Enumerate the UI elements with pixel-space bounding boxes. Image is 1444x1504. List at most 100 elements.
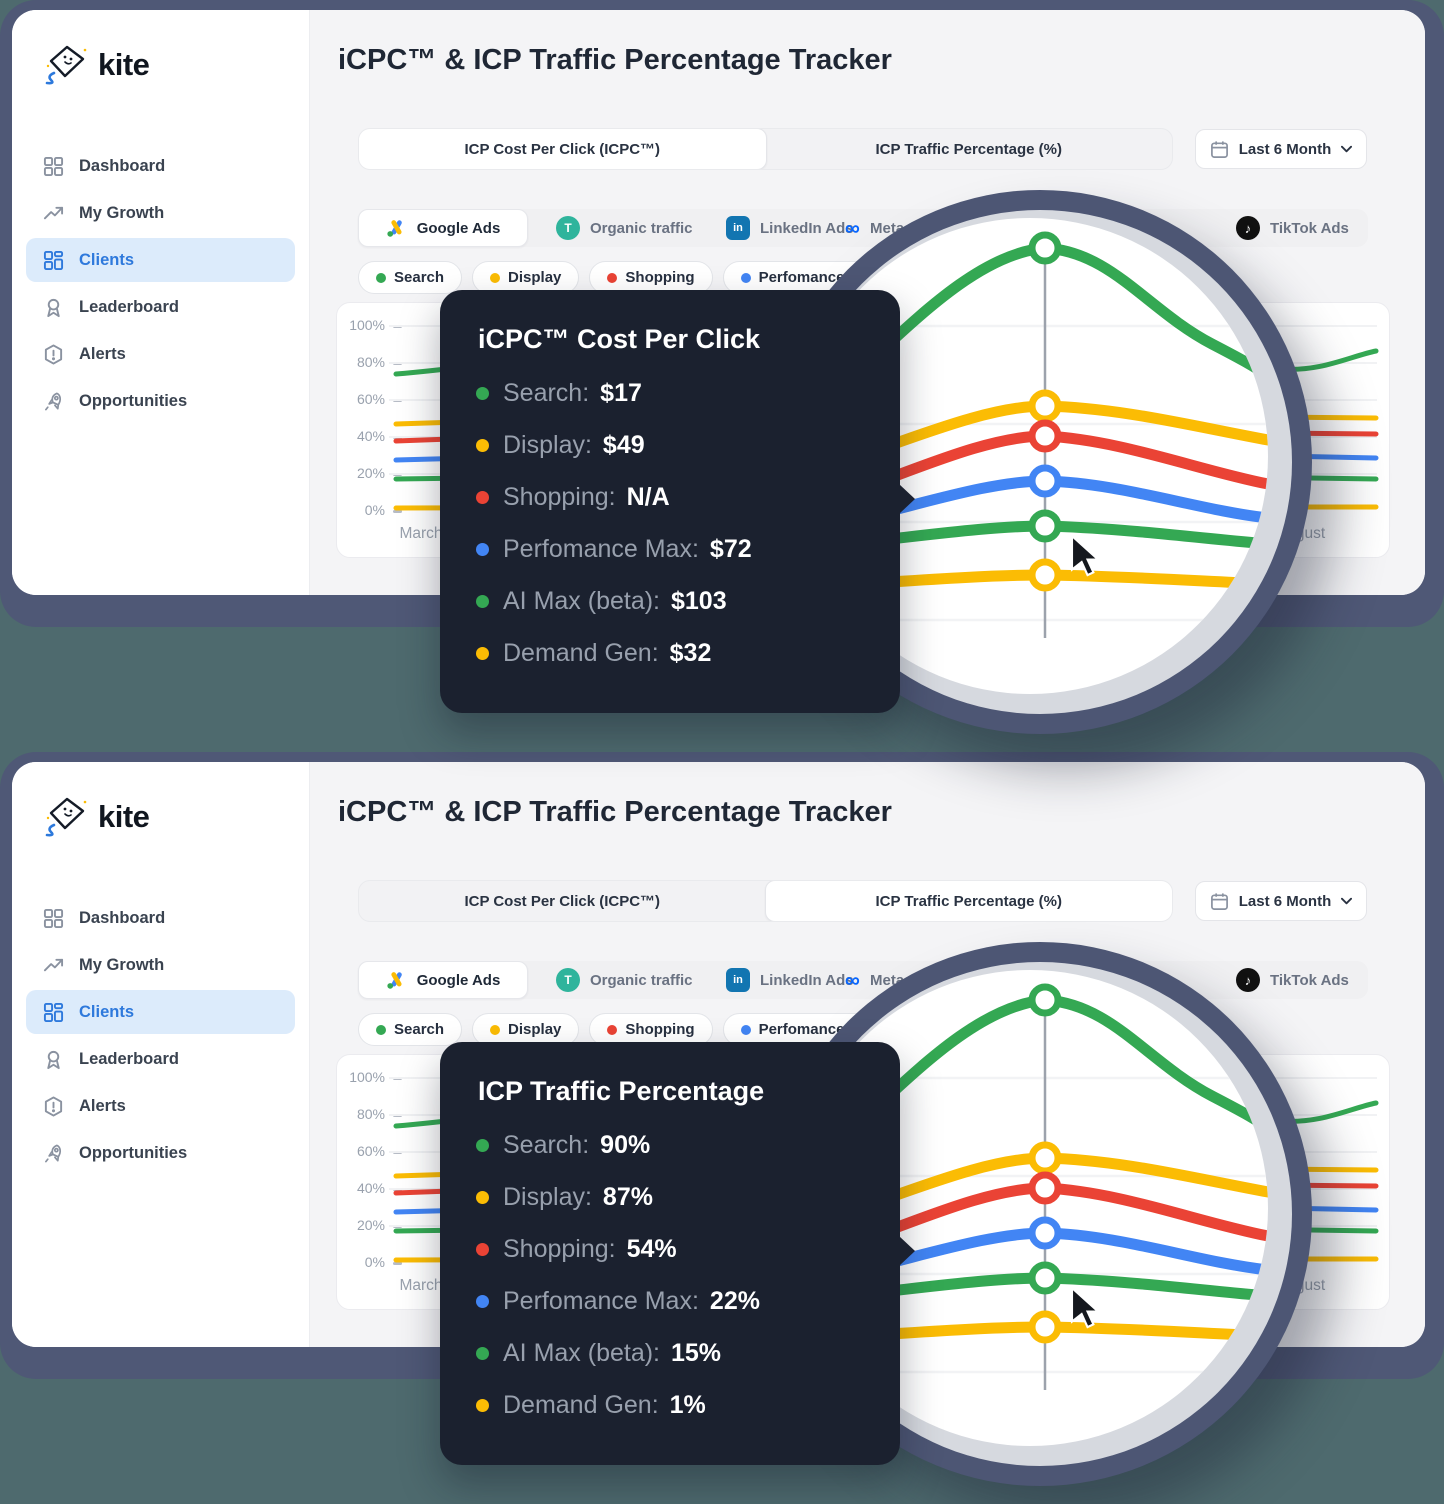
chart-tooltip: iCPC™ Cost Per Click Search: $17 Display:…	[440, 290, 915, 713]
dot-icon	[740, 1024, 751, 1035]
sidebar-item-clients[interactable]: Clients	[26, 238, 295, 282]
sidebar-item-alerts[interactable]: Alerts	[26, 332, 295, 376]
y-tick-label: 100%	[349, 1069, 385, 1085]
dot-icon	[476, 438, 489, 452]
period-label: Last 6 Month	[1238, 140, 1332, 158]
view-toggle: ICP Cost Per Click (ICPC™) ICP Traffic P…	[358, 128, 1173, 170]
sidebar-nav: Dashboard My Growth Clients Leaderboard …	[26, 896, 295, 1175]
tooltip-row: Shopping: N/A	[476, 471, 864, 523]
dot-icon	[476, 386, 489, 400]
channel-tab-meta[interactable]: ∞ Meta	[845, 968, 905, 992]
tooltip-row: Display: $49	[476, 419, 864, 471]
y-tick-label: 20%	[356, 1217, 385, 1233]
logo: kite	[44, 44, 309, 86]
cursor-icon	[1070, 533, 1101, 577]
panel-scene-traffic: kite Dashboard My Growth Clients Leader	[0, 752, 1444, 1504]
filter-search[interactable]: Search	[358, 1013, 463, 1046]
channel-tabs: Google Ads T Organic traffic in LinkedIn…	[358, 961, 1368, 999]
linkedin-icon: in	[726, 216, 750, 240]
sidebar-item-dashboard[interactable]: Dashboard	[26, 896, 295, 940]
channel-tab-linkedin-ads[interactable]: in LinkedIn Ads	[726, 961, 854, 999]
y-tick-label: 100%	[349, 317, 385, 333]
sidebar-item-my-growth[interactable]: My Growth	[26, 191, 295, 235]
tab-icp-traffic-percentage[interactable]: ICP Traffic Percentage (%)	[875, 140, 1062, 158]
channel-tab-linkedin-ads[interactable]: in LinkedIn Ads	[726, 209, 854, 247]
dot-icon	[476, 1398, 489, 1412]
y-tick-label: 0%	[364, 1254, 385, 1270]
sidebar-item-label: Opportunities	[79, 1143, 188, 1162]
sidebar-item-label: My Growth	[79, 955, 165, 974]
tooltip-row: Shopping: 54%	[476, 1223, 864, 1275]
tooltip-row: Perfomance Max: $72	[476, 523, 864, 575]
y-tick-label: 40%	[356, 1180, 385, 1196]
sidebar: kite Dashboard My Growth Clients Leader	[12, 762, 310, 1347]
alert-hexagon-icon	[42, 343, 64, 365]
panel-scene-icpc: kite Dashboard My Growth Clients Leader	[0, 0, 1444, 734]
tooltip-row: Search: $17	[476, 367, 864, 419]
tooltip-title: ICP Traffic Percentage	[478, 1076, 765, 1106]
organic-traffic-icon: T	[556, 216, 580, 240]
trend-up-icon	[42, 202, 64, 224]
view-toggle: ICP Cost Per Click (ICPC™) ICP Traffic P…	[358, 880, 1173, 922]
sidebar-item-alerts[interactable]: Alerts	[26, 1084, 295, 1128]
channel-tab-google-ads[interactable]: Google Ads	[358, 209, 528, 247]
tab-icp-traffic-percentage[interactable]: ICP Traffic Percentage (%)	[764, 881, 1172, 921]
dot-icon	[490, 1024, 501, 1035]
sidebar-item-label: Leaderboard	[79, 1049, 179, 1068]
logo-text: kite	[98, 799, 150, 834]
channel-tab-organic-traffic[interactable]: T Organic traffic	[556, 209, 693, 247]
dot-icon	[476, 594, 489, 608]
sidebar-item-leaderboard[interactable]: Leaderboard	[26, 285, 295, 329]
y-tick-label: 60%	[356, 391, 385, 407]
kite-logo-icon	[45, 45, 87, 85]
dashboard-icon	[42, 155, 64, 177]
cursor-icon	[1070, 1285, 1101, 1329]
kite-logo-icon	[45, 797, 87, 837]
sidebar-item-clients[interactable]: Clients	[26, 990, 295, 1034]
sidebar-item-label: My Growth	[79, 203, 165, 222]
x-month-label: March	[399, 1277, 443, 1294]
channel-tab-google-ads[interactable]: Google Ads	[358, 961, 528, 999]
alert-hexagon-icon	[42, 1095, 64, 1117]
tooltip-row: AI Max (beta): $103	[476, 575, 864, 627]
dot-icon	[476, 1138, 489, 1152]
google-ads-icon	[387, 971, 402, 989]
sidebar-item-leaderboard[interactable]: Leaderboard	[26, 1037, 295, 1081]
channel-tab-tiktok-ads[interactable]: ♪ TikTok Ads	[1236, 209, 1349, 247]
tooltip-row: Display: 87%	[476, 1171, 864, 1223]
filter-display[interactable]: Display	[472, 1013, 580, 1046]
trend-up-icon	[42, 954, 64, 976]
filter-display[interactable]: Display	[472, 261, 580, 294]
organic-traffic-icon: T	[556, 968, 580, 992]
sidebar: kite Dashboard My Growth Clients Leader	[12, 10, 310, 595]
tooltip-row: Demand Gen: $32	[476, 627, 864, 679]
logo-text: kite	[98, 47, 150, 82]
y-tick-label: 60%	[356, 1143, 385, 1159]
tooltip-row: AI Max (beta): 15%	[476, 1327, 864, 1379]
medal-icon	[42, 1048, 64, 1070]
dot-icon	[476, 646, 489, 660]
sidebar-item-my-growth[interactable]: My Growth	[26, 943, 295, 987]
y-tick-label: 40%	[356, 428, 385, 444]
linkedin-icon: in	[726, 968, 750, 992]
tab-icp-cost-per-click[interactable]: ICP Cost Per Click (ICPC™)	[464, 892, 661, 910]
sidebar-item-label: Dashboard	[79, 908, 166, 927]
filter-shopping[interactable]: Shopping	[589, 1013, 713, 1046]
filter-search[interactable]: Search	[358, 261, 463, 294]
sidebar-item-opportunities[interactable]: Opportunities	[26, 379, 295, 423]
rocket-icon	[42, 1142, 64, 1164]
tooltip-arrow-icon	[899, 484, 915, 514]
channel-tab-tiktok-ads[interactable]: ♪ TikTok Ads	[1236, 961, 1349, 999]
tab-icp-cost-per-click[interactable]: ICP Cost Per Click (ICPC™)	[359, 129, 767, 169]
dot-icon	[476, 1294, 489, 1308]
clients-grid-icon	[42, 249, 64, 271]
channel-tab-organic-traffic[interactable]: T Organic traffic	[556, 961, 693, 999]
sidebar-item-dashboard[interactable]: Dashboard	[26, 144, 295, 188]
period-dropdown[interactable]: Last 6 Month	[1195, 129, 1367, 169]
tooltip-row: Perfomance Max: 22%	[476, 1275, 864, 1327]
dot-icon	[476, 542, 489, 556]
sidebar-item-label: Dashboard	[79, 156, 166, 175]
period-dropdown[interactable]: Last 6 Month	[1195, 881, 1367, 921]
sidebar-item-opportunities[interactable]: Opportunities	[26, 1131, 295, 1175]
